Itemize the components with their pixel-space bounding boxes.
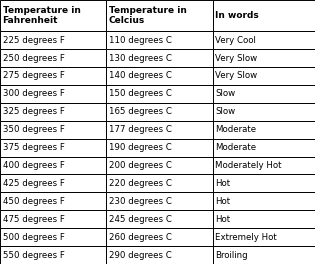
Bar (0, 175, 106, 192)
Bar (106, 67, 213, 85)
Text: 325 degrees F: 325 degrees F (3, 107, 64, 116)
Text: 190 degrees C: 190 degrees C (109, 143, 172, 152)
Bar (0, 139, 106, 157)
Bar (106, 157, 213, 175)
Bar (106, 0, 213, 31)
Bar (0, 85, 106, 103)
Bar (213, 49, 315, 67)
Text: Hot: Hot (215, 215, 231, 224)
Text: 140 degrees C: 140 degrees C (109, 72, 172, 81)
Bar (106, 139, 213, 157)
Text: Temperature in
Fahrenheit: Temperature in Fahrenheit (3, 6, 80, 25)
Bar (106, 31, 213, 49)
Text: Hot: Hot (215, 197, 231, 206)
Bar (213, 246, 315, 264)
Bar (213, 103, 315, 121)
Text: Moderate: Moderate (215, 125, 257, 134)
Bar (213, 31, 315, 49)
Bar (0, 121, 106, 139)
Bar (106, 49, 213, 67)
Text: 150 degrees C: 150 degrees C (109, 89, 172, 98)
Bar (106, 246, 213, 264)
Text: 475 degrees F: 475 degrees F (3, 215, 64, 224)
Bar (0, 210, 106, 228)
Text: 230 degrees C: 230 degrees C (109, 197, 172, 206)
Bar (0, 157, 106, 175)
Bar (106, 192, 213, 210)
Bar (213, 121, 315, 139)
Text: Moderate: Moderate (215, 143, 257, 152)
Bar (0, 103, 106, 121)
Text: 450 degrees F: 450 degrees F (3, 197, 64, 206)
Bar (0, 49, 106, 67)
Bar (213, 85, 315, 103)
Text: In words: In words (215, 11, 259, 20)
Text: 220 degrees C: 220 degrees C (109, 179, 172, 188)
Bar (0, 67, 106, 85)
Text: Broiling: Broiling (215, 251, 248, 260)
Text: 425 degrees F: 425 degrees F (3, 179, 64, 188)
Bar (0, 192, 106, 210)
Text: 200 degrees C: 200 degrees C (109, 161, 172, 170)
Text: 400 degrees F: 400 degrees F (3, 161, 64, 170)
Bar (106, 85, 213, 103)
Text: Moderately Hot: Moderately Hot (215, 161, 282, 170)
Bar (0, 246, 106, 264)
Text: 130 degrees C: 130 degrees C (109, 54, 172, 63)
Bar (213, 67, 315, 85)
Text: Hot: Hot (215, 179, 231, 188)
Text: Very Cool: Very Cool (215, 36, 256, 45)
Text: 245 degrees C: 245 degrees C (109, 215, 172, 224)
Bar (213, 210, 315, 228)
Text: Very Slow: Very Slow (215, 54, 258, 63)
Text: 550 degrees F: 550 degrees F (3, 251, 64, 260)
Text: 177 degrees C: 177 degrees C (109, 125, 172, 134)
Bar (213, 175, 315, 192)
Text: 300 degrees F: 300 degrees F (3, 89, 64, 98)
Text: 500 degrees F: 500 degrees F (3, 233, 64, 242)
Text: 290 degrees C: 290 degrees C (109, 251, 172, 260)
Bar (106, 228, 213, 246)
Text: Temperature in
Celcius: Temperature in Celcius (109, 6, 187, 25)
Bar (0, 31, 106, 49)
Bar (213, 139, 315, 157)
Text: 225 degrees F: 225 degrees F (3, 36, 64, 45)
Bar (106, 175, 213, 192)
Bar (213, 192, 315, 210)
Text: 165 degrees C: 165 degrees C (109, 107, 172, 116)
Text: 375 degrees F: 375 degrees F (3, 143, 64, 152)
Bar (213, 157, 315, 175)
Text: 275 degrees F: 275 degrees F (3, 72, 64, 81)
Text: Slow: Slow (215, 89, 236, 98)
Bar (106, 103, 213, 121)
Text: 250 degrees F: 250 degrees F (3, 54, 64, 63)
Text: 350 degrees F: 350 degrees F (3, 125, 64, 134)
Text: Slow: Slow (215, 107, 236, 116)
Bar (213, 228, 315, 246)
Text: 260 degrees C: 260 degrees C (109, 233, 172, 242)
Bar (213, 0, 315, 31)
Bar (0, 0, 106, 31)
Text: 110 degrees C: 110 degrees C (109, 36, 172, 45)
Text: Very Slow: Very Slow (215, 72, 258, 81)
Bar (0, 228, 106, 246)
Bar (106, 121, 213, 139)
Bar (106, 210, 213, 228)
Text: Extremely Hot: Extremely Hot (215, 233, 277, 242)
